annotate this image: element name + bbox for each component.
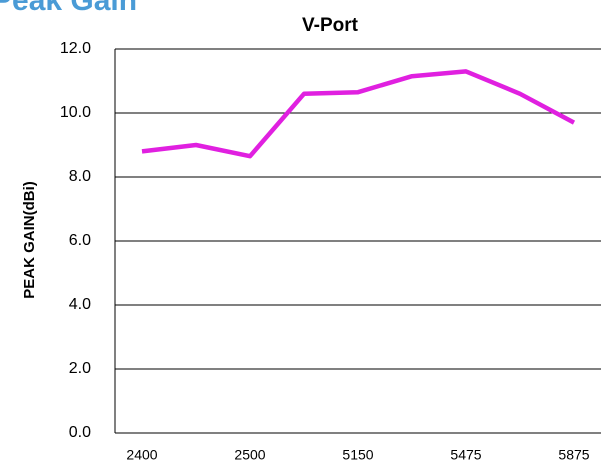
x-tick-label: 2400 (126, 447, 157, 463)
y-tick-label: 12.0 (60, 40, 91, 57)
y-tick-label: 8.0 (69, 168, 91, 185)
y-tick-label: 0.0 (69, 424, 91, 441)
y-tick-label: 2.0 (69, 360, 91, 377)
x-tick-label: 5875 (558, 447, 589, 463)
x-tick-label: 5150 (342, 447, 373, 463)
heading: Peak Gain (0, 0, 137, 17)
y-tick-label: 10.0 (60, 104, 91, 121)
line-series (141, 69, 576, 159)
y-tick-label: 4.0 (69, 296, 91, 313)
y-tick-label: 6.0 (69, 232, 91, 249)
x-tick-label: 5475 (450, 447, 481, 463)
chart-title: V-Port (302, 15, 359, 36)
x-tick-label: 2500 (234, 447, 265, 463)
y-axis-label: PEAK GAIN(dBi) (21, 181, 38, 299)
